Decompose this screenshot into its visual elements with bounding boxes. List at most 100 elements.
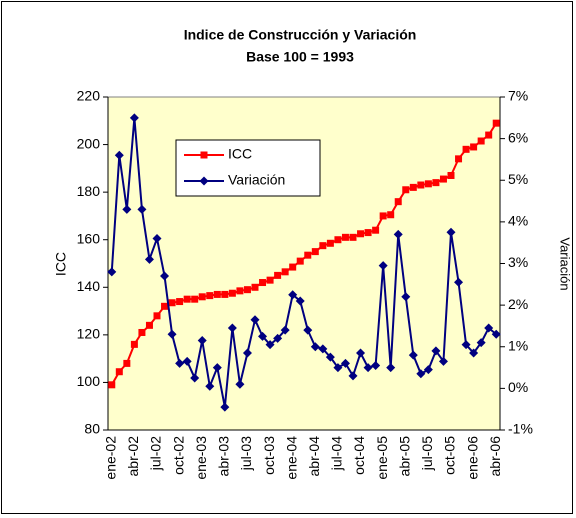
point: [492, 119, 500, 127]
y2-axis-label: Variación: [558, 237, 573, 290]
point: [319, 242, 327, 250]
point: [280, 325, 290, 335]
point: [273, 333, 283, 343]
x-tick-label: abr-03: [216, 436, 232, 477]
point: [295, 296, 305, 306]
point: [311, 248, 319, 256]
point: [348, 371, 358, 381]
point: [152, 234, 162, 244]
point: [212, 363, 222, 373]
point: [371, 360, 381, 370]
point: [197, 336, 207, 346]
x-tick-label: abr-06: [487, 436, 503, 477]
point: [318, 344, 328, 354]
y2-tick-label: -1%: [508, 421, 533, 437]
point: [310, 342, 320, 352]
x-tick-label: oct-02: [170, 436, 186, 475]
point: [455, 155, 463, 163]
x-tick-label: abr-05: [396, 436, 412, 477]
point: [402, 186, 410, 194]
y2-tick-label: 6%: [508, 129, 528, 145]
point: [137, 204, 147, 214]
point: [108, 381, 116, 389]
point: [484, 323, 494, 333]
y-tick-label: 120: [77, 326, 101, 342]
point: [349, 233, 357, 241]
point: [115, 368, 123, 376]
point: [340, 358, 350, 368]
point: [161, 302, 169, 310]
x-tick-label: abr-02: [125, 436, 141, 477]
point: [220, 402, 230, 412]
point: [242, 348, 252, 358]
point: [461, 340, 471, 350]
y2-tick-label: 3%: [508, 254, 528, 270]
point: [251, 283, 259, 291]
point: [168, 299, 176, 307]
point: [417, 181, 425, 189]
point: [462, 145, 470, 153]
point: [206, 292, 214, 300]
y2-tick-label: 0%: [508, 379, 528, 395]
point: [258, 331, 268, 341]
point: [190, 373, 200, 383]
y-tick-label: 80: [84, 421, 100, 437]
point: [160, 271, 170, 281]
point: [364, 229, 372, 237]
point: [378, 261, 388, 271]
point: [386, 363, 396, 373]
x-tick-label: oct-04: [351, 436, 367, 475]
point: [176, 298, 184, 306]
point: [259, 279, 267, 287]
point: [296, 257, 304, 265]
x-tick-label: ene-03: [193, 436, 209, 480]
x-tick-label: ene-05: [374, 436, 390, 480]
legend-marker: [200, 151, 208, 159]
legend-label: ICC: [228, 146, 252, 162]
x-tick-label: jul-04: [329, 436, 345, 471]
point: [289, 263, 297, 271]
point: [485, 131, 493, 139]
point: [107, 267, 117, 277]
point: [325, 352, 335, 362]
chart-subtitle: Base 100 = 1993: [246, 49, 354, 65]
x-tick-label: oct-05: [442, 436, 458, 475]
point: [153, 312, 161, 320]
point: [423, 365, 433, 375]
point: [470, 143, 478, 151]
x-tick-label: jul-05: [419, 436, 435, 471]
point: [235, 379, 245, 389]
y2-tick-label: 1%: [508, 337, 528, 353]
point: [476, 338, 486, 348]
point: [205, 381, 215, 391]
x-tick-label: oct-03: [261, 436, 277, 475]
y-tick-label: 180: [77, 183, 101, 199]
point: [432, 179, 440, 187]
point: [372, 226, 380, 234]
point: [114, 150, 124, 160]
point: [221, 290, 229, 298]
x-tick-label: ene-06: [464, 436, 480, 480]
point: [409, 183, 417, 191]
point: [144, 254, 154, 264]
point: [416, 369, 426, 379]
y2-tick-label: 5%: [508, 171, 528, 187]
point: [182, 356, 192, 366]
point: [243, 286, 251, 294]
point: [333, 363, 343, 373]
point: [408, 350, 418, 360]
point: [274, 271, 282, 279]
point: [447, 171, 455, 179]
y-tick-label: 200: [77, 135, 101, 151]
series-line: [110, 122, 498, 386]
series-line: [110, 117, 497, 408]
point: [227, 323, 237, 333]
point: [198, 293, 206, 301]
y2-tick-label: 4%: [508, 213, 528, 229]
y-tick-label: 160: [77, 230, 101, 246]
point: [326, 239, 334, 247]
point: [288, 290, 298, 300]
point: [250, 315, 260, 325]
point: [228, 289, 236, 297]
